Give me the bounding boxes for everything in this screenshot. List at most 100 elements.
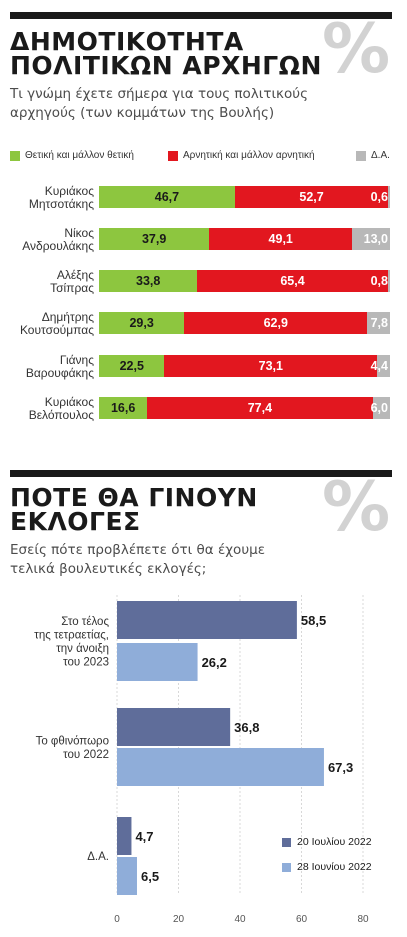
politician-name: Γιάνης Βαρουφάκης bbox=[0, 354, 94, 380]
x-tick-label: 20 bbox=[173, 914, 185, 925]
politician-row: Κυριάκος Μητσοτάκης 46,7 52,7 0,6 bbox=[0, 180, 407, 220]
section2-subtitle-line: Εσείς πότε προβλέπετε ότι θα έχουμε bbox=[10, 542, 266, 558]
bar-na: 4,4 bbox=[371, 355, 390, 377]
label-negative: 62,9 bbox=[263, 316, 288, 330]
legend-swatch-jul20 bbox=[282, 837, 291, 847]
stacked-bar: 46,7 52,7 0,6 bbox=[99, 186, 390, 208]
bar-negative: 65,4 bbox=[197, 270, 388, 292]
section1-subtitle: Τι γνώμη έχετε σήμερα για τους πολιτικού… bbox=[10, 85, 350, 123]
label-na: 7,8 bbox=[370, 316, 388, 330]
politician-name: Νίκος Ανδρουλάκης bbox=[0, 227, 94, 253]
politician-name-line: Κουτσούμπας bbox=[19, 323, 94, 337]
bar-na: 13,0 bbox=[352, 228, 390, 250]
category-label: την άνοιξη bbox=[56, 643, 109, 655]
politician-row: Αλέξης Τσίπρας 33,8 65,4 0,8 bbox=[0, 264, 407, 304]
section2-title-line: ΕΚΛΟΓΕΣ bbox=[10, 507, 141, 536]
politician-name-line: Μητσοτάκης bbox=[28, 197, 94, 211]
politician-name-line: Νίκος bbox=[64, 226, 94, 240]
bar-na: 6,0 bbox=[370, 397, 390, 419]
popularity-legend: Θετική και μάλλον θετική Αρνητική και μά… bbox=[10, 150, 400, 164]
legend-swatch-negative bbox=[168, 150, 178, 161]
section1-title: ΔΗΜΟΤΙΚΟΤΗΤΑ ΠΟΛΙΤΙΚΩΝ ΑΡΧΗΓΩΝ bbox=[10, 29, 322, 80]
legend-item-jun28: 28 Ιουνίου 2022 bbox=[282, 861, 372, 873]
category-label: του 2023 bbox=[63, 656, 109, 668]
value-label-jul20: 58,5 bbox=[301, 613, 326, 628]
label-positive: 33,8 bbox=[136, 274, 161, 288]
x-tick-label: 0 bbox=[114, 914, 120, 925]
value-label-jul20: 36,8 bbox=[234, 720, 259, 735]
politician-name-line: Βελόπουλος bbox=[28, 408, 94, 422]
bar-na: 7,8 bbox=[367, 312, 390, 334]
bar-positive: 37,9 bbox=[99, 228, 210, 250]
section1-subtitle-line: αρχηγούς (των κομμάτων της Βουλής) bbox=[10, 105, 275, 121]
section1-title-line: ΠΟΛΙΤΙΚΩΝ ΑΡΧΗΓΩΝ bbox=[10, 51, 322, 80]
x-tick-label: 40 bbox=[234, 914, 246, 925]
legend-swatch-na bbox=[356, 150, 366, 161]
legend-item-jul20: 20 Ιουλίου 2022 bbox=[282, 836, 372, 848]
politician-name: Δημήτρης Κουτσούμπας bbox=[0, 311, 94, 337]
legend-item-positive: Θετική και μάλλον θετική bbox=[10, 150, 134, 161]
legend-label-jun28: 28 Ιουνίου 2022 bbox=[297, 861, 372, 873]
section2-title-line: ΠΟΤΕ ΘΑ ΓΙΝΟΥΝ bbox=[10, 483, 258, 512]
label-na: 6,0 bbox=[370, 401, 388, 415]
politician-row: Νίκος Ανδρουλάκης 37,9 49,1 13,0 bbox=[0, 222, 407, 262]
politician-name: Κυριάκος Βελόπουλος bbox=[0, 396, 94, 422]
label-negative: 77,4 bbox=[247, 401, 273, 415]
section1-top-rule bbox=[10, 12, 392, 19]
label-negative: 73,1 bbox=[258, 359, 283, 373]
bar-jun28 bbox=[117, 857, 137, 895]
bar-jul20 bbox=[117, 708, 231, 746]
bar-jun28 bbox=[117, 748, 324, 786]
category-label: της τετραετίας, bbox=[34, 629, 109, 641]
legend-item-na: Δ.Α. bbox=[356, 150, 390, 161]
label-na: 0,8 bbox=[370, 274, 388, 288]
label-positive: 37,9 bbox=[141, 232, 167, 246]
label-na: 13,0 bbox=[363, 232, 388, 246]
value-label-jul20: 4,7 bbox=[135, 829, 153, 844]
bar-na: 0,8 bbox=[371, 270, 390, 292]
label-na: 0,6 bbox=[370, 190, 388, 204]
section2-subtitle-line: τελικά βουλευτικές εκλογές; bbox=[10, 561, 207, 577]
bar-negative: 62,9 bbox=[184, 312, 368, 334]
politician-row: Δημήτρης Κουτσούμπας 29,3 62,9 7,8 bbox=[0, 306, 407, 346]
politician-name: Κυριάκος Μητσοτάκης bbox=[0, 185, 94, 211]
stacked-bar: 16,6 77,4 6,0 bbox=[99, 397, 390, 419]
politician-name-line: Κυριάκος bbox=[44, 184, 94, 198]
section1-subtitle-line: Τι γνώμη έχετε σήμερα για τους πολιτικού… bbox=[10, 86, 308, 102]
label-positive: 16,6 bbox=[110, 401, 136, 415]
label-positive: 22,5 bbox=[119, 359, 144, 373]
politician-row: Κυριάκος Βελόπουλος 16,6 77,4 6,0 bbox=[0, 391, 407, 431]
bar-positive: 29,3 bbox=[99, 312, 185, 334]
label-negative: 52,7 bbox=[299, 190, 324, 204]
politician-name-line: Αλέξης bbox=[56, 268, 94, 282]
politician-name-line: Τσίπρας bbox=[50, 281, 94, 295]
label-positive: 46,7 bbox=[154, 190, 180, 204]
bar-negative: 49,1 bbox=[209, 228, 353, 250]
label-positive: 29,3 bbox=[129, 316, 154, 330]
legend-label-negative: Αρνητική και μάλλον αρνητική bbox=[183, 150, 315, 161]
legend-swatch-jun28 bbox=[282, 862, 291, 872]
label-negative: 49,1 bbox=[268, 232, 293, 246]
bar-positive: 46,7 bbox=[99, 186, 235, 208]
section2-percent-mark: % bbox=[322, 468, 391, 547]
stacked-bar: 37,9 49,1 13,0 bbox=[99, 228, 390, 250]
bar-na: 0,6 bbox=[371, 186, 390, 208]
label-na: 4,4 bbox=[370, 359, 388, 373]
bar-negative: 52,7 bbox=[234, 186, 389, 208]
legend-label-jul20: 20 Ιουλίου 2022 bbox=[297, 836, 372, 848]
bar-positive: 22,5 bbox=[99, 355, 165, 377]
stacked-bar: 22,5 73,1 4,4 bbox=[99, 355, 390, 377]
category-label: Το φθινόπωρο bbox=[36, 735, 109, 747]
politician-name-line: Δημήτρης bbox=[41, 310, 94, 324]
politician-name-line: Κυριάκος bbox=[44, 395, 94, 409]
bar-jun28 bbox=[117, 643, 198, 681]
politician-name: Αλέξης Τσίπρας bbox=[0, 269, 94, 295]
value-label-jun28: 26,2 bbox=[202, 655, 227, 670]
x-tick-label: 60 bbox=[296, 914, 308, 925]
section2-top-rule bbox=[10, 470, 392, 477]
label-negative: 65,4 bbox=[280, 274, 305, 288]
politician-name-line: Ανδρουλάκης bbox=[22, 239, 94, 253]
section2-subtitle: Εσείς πότε προβλέπετε ότι θα έχουμε τελι… bbox=[10, 541, 350, 579]
value-label-jun28: 6,5 bbox=[141, 869, 159, 884]
